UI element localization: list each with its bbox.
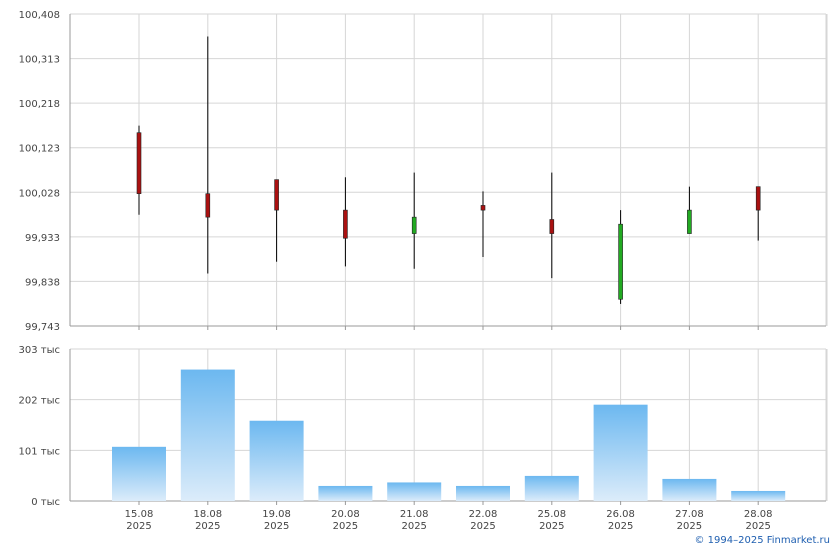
candle-body xyxy=(343,209,348,239)
volume-y-tick-label: 101 тыс xyxy=(19,446,60,457)
x-tick-label-year: 2025 xyxy=(401,521,426,532)
x-tick-label-date: 20.08 xyxy=(331,509,360,520)
volume-y-tick-label: 202 тыс xyxy=(19,396,60,407)
volume-bar xyxy=(456,485,510,501)
volume-bar xyxy=(524,475,579,501)
candle-body xyxy=(687,209,692,234)
price-y-tick-label: 99,933 xyxy=(25,233,60,244)
price-y-tick-label: 100,408 xyxy=(19,10,60,21)
candle-body xyxy=(136,132,142,194)
price-y-tick-label: 100,218 xyxy=(19,99,60,110)
volume-bar xyxy=(249,420,304,501)
volume-y-tick-label: 303 тыс xyxy=(19,345,60,356)
volume-bar xyxy=(662,478,717,501)
price-y-tick-label: 100,028 xyxy=(19,188,60,199)
x-tick-label-date: 25.08 xyxy=(537,509,566,520)
x-tick-label-year: 2025 xyxy=(608,521,633,532)
x-tick-label-date: 28.08 xyxy=(744,509,773,520)
price-y-tick-label: 100,313 xyxy=(19,55,60,66)
candle-body xyxy=(274,179,279,211)
x-tick-label-date: 19.08 xyxy=(262,509,291,520)
x-tick-label-date: 22.08 xyxy=(469,509,498,520)
x-tick-label-year: 2025 xyxy=(745,521,770,532)
x-tick-label-date: 21.08 xyxy=(400,509,429,520)
volume-bar xyxy=(593,404,648,501)
candle-body xyxy=(480,205,486,211)
x-tick-label-year: 2025 xyxy=(677,521,702,532)
volume-bar xyxy=(387,482,442,501)
x-tick-label-date: 27.08 xyxy=(675,509,704,520)
price-y-tick-label: 99,743 xyxy=(25,322,60,333)
x-tick-label-year: 2025 xyxy=(126,521,151,532)
x-tick-label-year: 2025 xyxy=(539,521,564,532)
volume-bar xyxy=(112,446,166,501)
copyright-credit[interactable]: © 1994–2025 Finmarket.ru xyxy=(694,535,830,546)
price-y-tick-label: 99,838 xyxy=(25,277,60,288)
x-tick-label-year: 2025 xyxy=(195,521,220,532)
volume-bar xyxy=(318,485,373,501)
candle-body xyxy=(618,223,623,300)
volume-bar xyxy=(180,369,235,501)
x-tick-label-date: 26.08 xyxy=(606,509,635,520)
candle-body xyxy=(411,216,417,234)
x-tick-label-year: 2025 xyxy=(333,521,358,532)
x-tick-label-date: 15.08 xyxy=(125,509,154,520)
candle-body xyxy=(549,219,555,234)
volume-y-tick-label: 0 тыс xyxy=(31,497,60,508)
x-tick-label-date: 18.08 xyxy=(193,509,222,520)
candle-body xyxy=(205,193,211,218)
x-tick-label-year: 2025 xyxy=(264,521,289,532)
price-y-tick-label: 100,123 xyxy=(19,144,60,155)
volume-bar xyxy=(731,490,786,501)
tick-labels: 100,408 100,313 100,218 100,123 100,028 99,93… xyxy=(19,10,773,532)
x-tick-label-year: 2025 xyxy=(470,521,495,532)
data-marks xyxy=(112,36,786,501)
candle-body xyxy=(755,186,761,211)
